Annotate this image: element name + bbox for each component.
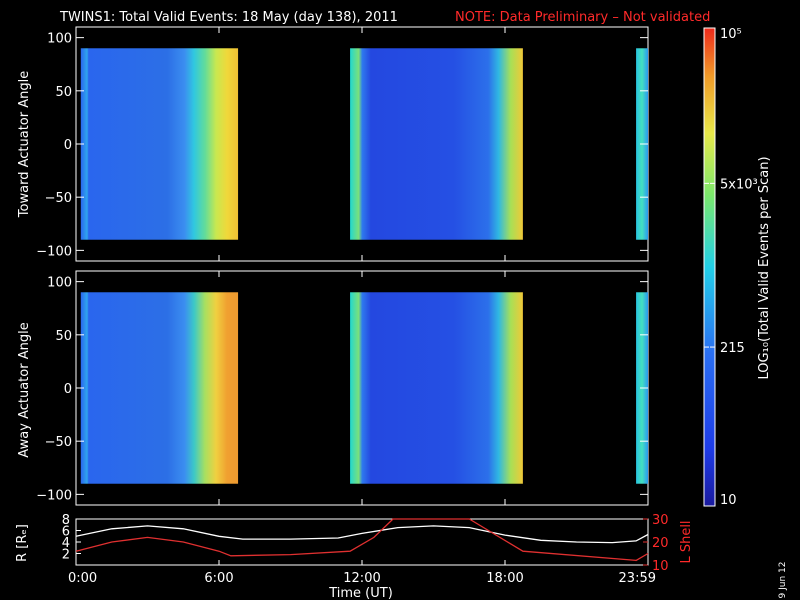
colorbar-tick-label: 10 xyxy=(720,493,737,508)
left-tick-label: 4 xyxy=(62,536,70,551)
x-tick-label: 6:00 xyxy=(204,571,233,586)
y-tick-label: 50 xyxy=(55,85,72,100)
panel-frame xyxy=(75,518,649,566)
heatmap-segments xyxy=(80,292,648,484)
heatmap-segment xyxy=(80,292,239,484)
chart-title: TWINS1: Total Valid Events: 18 May (day … xyxy=(59,10,398,25)
colorbar-scale xyxy=(703,27,716,507)
x-axis-label: Time (UT) xyxy=(328,586,393,600)
y-axis-label: Toward Actuator Angle xyxy=(17,71,32,218)
left-tick-label: 8 xyxy=(62,513,70,528)
toward-angle-panel: 100 50 0 −50 −100 Toward Actuator Angle xyxy=(17,26,649,262)
y-axis-label: Away Actuator Angle xyxy=(17,322,32,457)
x-tick-label: 0:00 xyxy=(68,571,97,586)
x-tick-label: 12:00 xyxy=(343,571,380,586)
y-tick-label: 50 xyxy=(55,329,72,344)
y-tick-label: 100 xyxy=(47,32,72,47)
y-tick-label: 0 xyxy=(64,382,72,397)
right-tick-label: 30 xyxy=(652,513,669,528)
heatmap-segment xyxy=(80,48,239,240)
right-tick-label: 20 xyxy=(652,536,669,551)
y-tick-label: −50 xyxy=(45,435,72,450)
colorbar-ticks: 10⁵ 5x10³ 215 10 xyxy=(704,27,758,508)
lshell-axis-label: L Shell xyxy=(679,520,694,563)
heatmap-segment xyxy=(350,292,523,484)
y-tick-label: −100 xyxy=(36,488,72,503)
y-tick-label: −100 xyxy=(36,244,72,259)
colorbar-label: LOG₁₀(Total Valid Events per Scan) xyxy=(757,156,772,379)
y-tick-label: 0 xyxy=(64,138,72,153)
y-tick-label: 100 xyxy=(47,276,72,291)
y-tick-label: −50 xyxy=(45,191,72,206)
l-shell-line xyxy=(75,518,649,562)
r-axis-label: R [Rₑ] xyxy=(15,524,30,562)
heatmap-segment xyxy=(350,48,523,240)
colorbar-tick-label: 10⁵ xyxy=(720,27,742,42)
y-axis-ticks: 100 50 0 −50 −100 xyxy=(36,271,649,505)
colorbar: 10⁵ 5x10³ 215 10 LOG₁₀(Total Valid Events p… xyxy=(703,27,772,508)
left-tick-label: 2 xyxy=(62,548,70,563)
y-axis-ticks: 100 50 0 −50 −100 xyxy=(36,27,649,261)
colorbar-tick-label: 215 xyxy=(720,341,745,356)
x-tick-label: 18:00 xyxy=(486,571,523,586)
orbit-lines xyxy=(75,518,649,562)
away-angle-panel: 100 50 0 −50 −100 Away Actuator Angle xyxy=(17,270,649,506)
right-tick-label: 10 xyxy=(652,559,669,574)
left-tick-label: 6 xyxy=(62,525,70,540)
preliminary-note: NOTE: Data Preliminary – Not validated xyxy=(455,10,710,25)
date-stamp: 9 Jun 12 xyxy=(778,562,788,599)
x-tick-label: 23:59 xyxy=(619,571,656,586)
heatmap-segments xyxy=(80,48,648,240)
r-distance-line xyxy=(75,525,649,544)
colorbar-tick-label: 5x10³ xyxy=(720,177,758,192)
